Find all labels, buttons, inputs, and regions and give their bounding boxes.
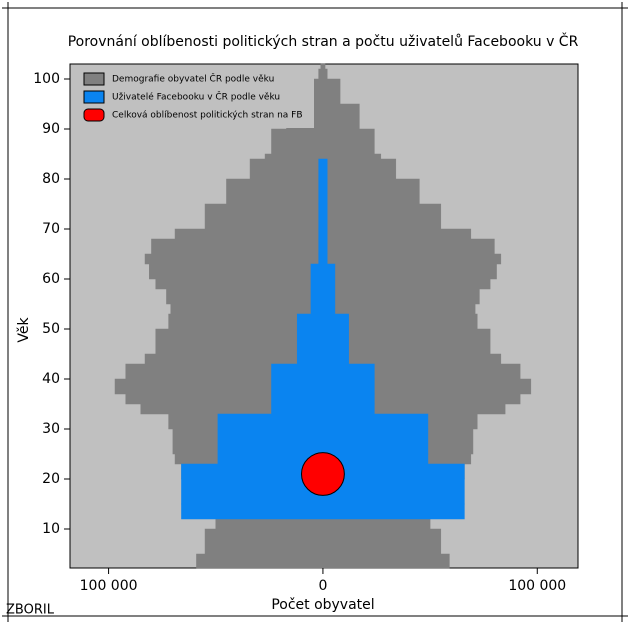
fb-bar [310, 263, 336, 280]
fb-bar [310, 303, 336, 315]
legend-label: Uživatelé Facebooku v ČR podle věku [112, 91, 280, 103]
population-bar [318, 68, 328, 80]
y-tick-label: 60 [42, 271, 60, 287]
y-axis-label: Věk [16, 317, 32, 343]
chart-title: Porovnání oblíbenosti politických stran … [68, 32, 579, 50]
fb-bar [296, 353, 349, 365]
population-bar [196, 553, 450, 569]
footer: ZBORIL [6, 603, 55, 618]
y-tick-label: 80 [42, 171, 60, 187]
population-bar [215, 518, 431, 530]
frame [7, 7, 623, 617]
x-axis-label: Počet obyvatel [271, 597, 374, 613]
fb-bar [271, 393, 375, 405]
fb-bar [318, 238, 328, 255]
legend-box [78, 70, 314, 128]
x-tick-label: 100 000 [80, 578, 138, 594]
fb-bar [217, 428, 429, 455]
legend-label: Demografie obyvatel ČR podle věku [112, 73, 274, 85]
y-tick-label: 90 [42, 121, 60, 137]
x-tick-label: 100 000 [508, 578, 566, 594]
population-bar [320, 63, 326, 70]
fb-bar [271, 403, 375, 415]
fb-bar [217, 413, 429, 430]
y-tick-label: 10 [42, 521, 60, 537]
fb-bar [318, 228, 328, 240]
fb-bar [318, 178, 328, 205]
y-tick-label: 50 [42, 321, 60, 337]
fb-bar [296, 328, 349, 355]
population-bar [264, 153, 382, 160]
legend-label: Celková oblíbenost politických stran na … [112, 111, 303, 121]
legend-swatch [83, 108, 105, 122]
fb-bar [181, 503, 465, 520]
y-tick-label: 100 [33, 71, 60, 87]
y-tick-label: 30 [42, 421, 60, 437]
fb-bar [296, 313, 349, 330]
fb-bar [310, 278, 336, 290]
population-bar [271, 128, 375, 155]
y-tick-label: 20 [42, 471, 60, 487]
fb-bar [318, 203, 328, 230]
legend-swatch [83, 72, 105, 86]
legend-swatch [83, 90, 105, 104]
fb-bar [318, 253, 328, 265]
fb-bar [318, 158, 328, 180]
population-bar [204, 528, 442, 555]
x-tick-label: 0 [318, 578, 327, 594]
highlight-circle [300, 452, 345, 496]
fb-bar [310, 288, 336, 305]
fb-bar [271, 378, 375, 395]
y-tick-label: 70 [42, 221, 60, 237]
fb-bar [271, 363, 375, 380]
y-tick-label: 40 [42, 371, 60, 387]
